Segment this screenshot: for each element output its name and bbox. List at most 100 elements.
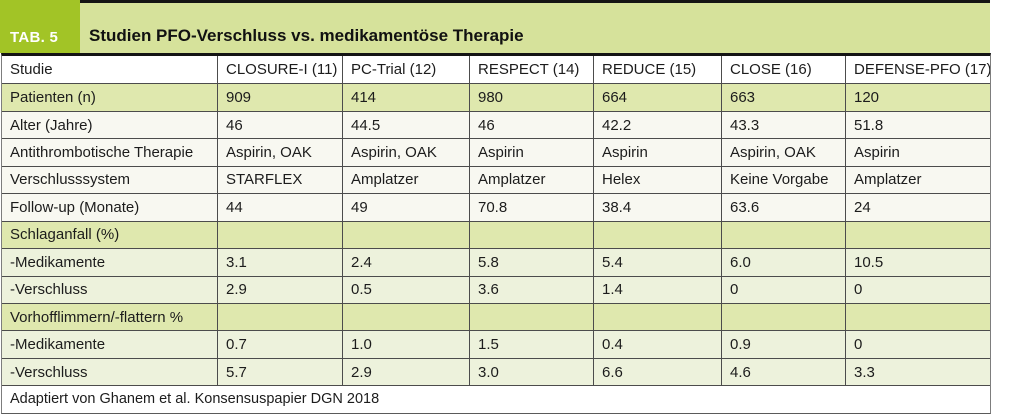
table-row-vorhofflimmern-medikamente: -Medikamente 0.7 1.0 1.5 0.4 0.9 0	[2, 330, 990, 358]
cell: 2.9	[342, 358, 469, 386]
cell: 3.0	[469, 358, 593, 386]
cell: Aspirin, OAK	[721, 139, 845, 166]
column-header-respect: RESPECT (14)	[469, 56, 593, 84]
studies-table: Studie CLOSURE-I (11) PC-Trial (12) RESP…	[1, 53, 991, 414]
cell: 46	[469, 111, 593, 139]
section-label: Schlaganfall (%)	[10, 226, 120, 244]
source-note: Adaptiert von Ghanem et al. Konsensuspap…	[10, 391, 380, 408]
cell: Aspirin	[845, 139, 990, 166]
cell	[469, 221, 593, 249]
cell: 24	[845, 194, 990, 221]
cell	[593, 303, 721, 331]
cell: 0.9	[721, 331, 845, 358]
cell: 70.8	[469, 194, 593, 221]
cell: 6.6	[593, 358, 721, 386]
cell: 43.3	[721, 111, 845, 139]
table-row-schlaganfall-verschluss: -Verschluss 2.9 0.5 3.6 1.4 0 0	[2, 275, 990, 303]
cell: 120	[845, 84, 990, 111]
cell	[721, 303, 845, 331]
row-label: -Medikamente	[10, 253, 106, 271]
cell: Amplatzer	[342, 166, 469, 194]
cell: 10.5	[845, 249, 990, 276]
column-header-defense-pfo: DEFENSE-PFO (17)	[845, 56, 990, 84]
table-row-antithrombotische-therapie: Antithrombotische Therapie Aspirin, OAK …	[2, 138, 990, 166]
cell: 5.4	[593, 249, 721, 276]
table-row-vorhofflimmern-verschluss: -Verschluss 5.7 2.9 3.0 6.6 4.6 3.3	[2, 357, 990, 386]
cell: 3.1	[217, 249, 342, 276]
cell: 0	[845, 276, 990, 303]
cell: Amplatzer	[845, 166, 990, 194]
cell	[845, 221, 990, 249]
column-header-close: CLOSE (16)	[721, 56, 845, 84]
cell: 44.5	[342, 111, 469, 139]
row-label: Verschlusssystem	[10, 171, 131, 189]
cell	[469, 303, 593, 331]
row-label: Alter (Jahre)	[10, 116, 93, 134]
cell: 0.5	[342, 276, 469, 303]
column-header-reduce: REDUCE (15)	[593, 56, 721, 84]
cell: 2.9	[217, 276, 342, 303]
cell: 6.0	[721, 249, 845, 276]
cell: 38.4	[593, 194, 721, 221]
cell	[217, 303, 342, 331]
cell: 1.0	[342, 331, 469, 358]
row-label: -Verschluss	[10, 363, 88, 381]
cell: 3.6	[469, 276, 593, 303]
cell: 664	[593, 84, 721, 111]
cell: Aspirin, OAK	[217, 139, 342, 166]
cell: 4.6	[721, 358, 845, 386]
table-title-bar: Studien PFO-Verschluss vs. medikamentöse…	[80, 0, 990, 53]
cell	[845, 303, 990, 331]
column-header-pc-trial: PC-Trial (12)	[342, 56, 469, 84]
cell: Aspirin, OAK	[342, 139, 469, 166]
cell	[721, 221, 845, 249]
cell: Keine Vorgabe	[721, 166, 845, 194]
table-section-row-vorhofflimmern: Vorhofflimmern/-flattern %	[2, 302, 990, 331]
cell: 3.3	[845, 358, 990, 386]
cell: 5.7	[217, 358, 342, 386]
table-source-row: Adaptiert von Ghanem et al. Konsensuspap…	[2, 385, 990, 413]
cell: 0.7	[217, 331, 342, 358]
cell	[342, 303, 469, 331]
cell: 1.4	[593, 276, 721, 303]
cell: 42.2	[593, 111, 721, 139]
section-label: Vorhofflimmern/-flattern %	[10, 308, 184, 326]
column-header-studie: Studie	[10, 61, 53, 79]
cell: 0	[721, 276, 845, 303]
cell: 0	[845, 331, 990, 358]
table-title: Studien PFO-Verschluss vs. medikamentöse…	[89, 26, 524, 45]
table-row-verschlusssystem: Verschlusssystem STARFLEX Amplatzer Ampl…	[2, 165, 990, 194]
row-label: -Medikamente	[10, 336, 106, 354]
cell: 414	[342, 84, 469, 111]
table-row-follow-up: Follow-up (Monate) 44 49 70.8 38.4 63.6 …	[2, 193, 990, 221]
table-row-schlaganfall-medikamente: -Medikamente 3.1 2.4 5.8 5.4 6.0 10.5	[2, 248, 990, 276]
row-label: Patienten (n)	[10, 89, 96, 107]
table-row-alter: Alter (Jahre) 46 44.5 46 42.2 43.3 51.8	[2, 110, 990, 139]
cell: 1.5	[469, 331, 593, 358]
cell: 63.6	[721, 194, 845, 221]
cell: 0.4	[593, 331, 721, 358]
cell: 5.8	[469, 249, 593, 276]
row-label: Antithrombotische Therapie	[10, 144, 194, 162]
table-header-row: Studie CLOSURE-I (11) PC-Trial (12) RESP…	[2, 56, 990, 84]
cell: 663	[721, 84, 845, 111]
cell: 980	[469, 84, 593, 111]
row-label: Follow-up (Monate)	[10, 198, 140, 216]
cell: 2.4	[342, 249, 469, 276]
cell	[217, 221, 342, 249]
table-banner: TAB. 5 Studien PFO-Verschluss vs. medika…	[0, 0, 990, 53]
table-section-row-schlaganfall: Schlaganfall (%)	[2, 220, 990, 249]
cell: 51.8	[845, 111, 990, 139]
row-label: -Verschluss	[10, 281, 88, 299]
cell: 909	[217, 84, 342, 111]
column-header-closure-i: CLOSURE-I (11)	[217, 56, 342, 84]
cell: 49	[342, 194, 469, 221]
cell: 46	[217, 111, 342, 139]
cell: Aspirin	[593, 139, 721, 166]
cell	[342, 221, 469, 249]
table-number-badge: TAB. 5	[0, 0, 80, 53]
cell: Helex	[593, 166, 721, 194]
cell	[593, 221, 721, 249]
cell: 44	[217, 194, 342, 221]
